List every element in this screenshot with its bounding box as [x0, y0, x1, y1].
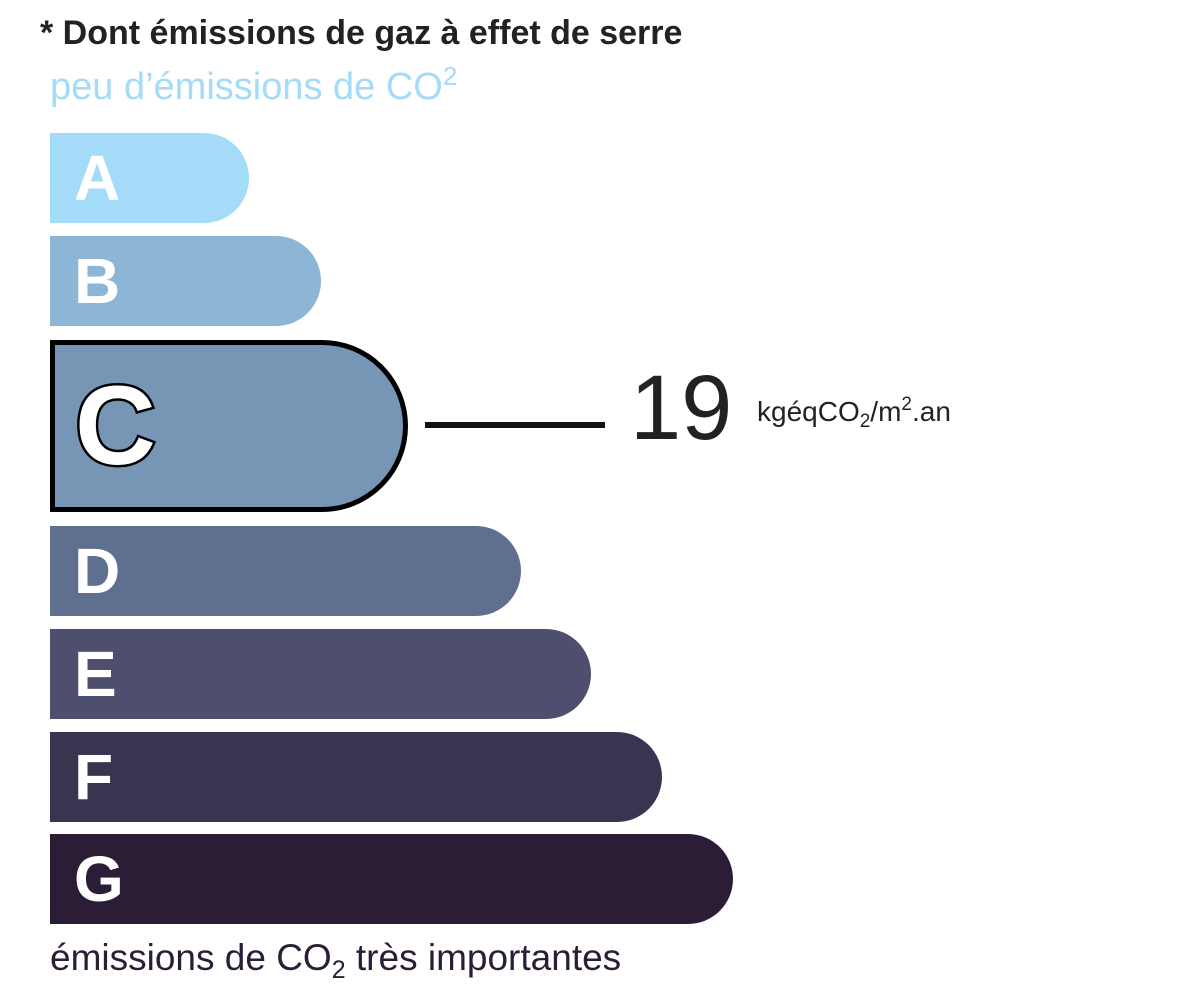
- low-emissions-label: peu d’émissions de CO2: [50, 63, 457, 109]
- footer-prefix: émissions de CO: [50, 937, 332, 978]
- value-connector-line: [425, 422, 605, 428]
- class-letter-g: G: [74, 843, 124, 915]
- class-bar-e: E: [50, 629, 591, 719]
- unit-prefix: kgéqCO: [757, 396, 860, 427]
- low-emissions-sup: 2: [442, 61, 458, 91]
- unit-sub: 2: [859, 411, 871, 432]
- class-bar-a: A: [50, 133, 249, 223]
- unit-suffix: .an: [911, 396, 951, 427]
- class-letter-e: E: [74, 638, 117, 710]
- class-letter-a: A: [74, 142, 121, 214]
- class-bar-d: D: [50, 526, 521, 616]
- low-emissions-text: peu d’émissions de CO: [50, 66, 443, 108]
- class-bar-f: F: [50, 732, 662, 822]
- class-letter-d: D: [74, 535, 121, 607]
- footer-sub: 2: [331, 956, 346, 984]
- class-letter-c: C: [73, 363, 159, 488]
- unit-mid: /m: [870, 396, 902, 427]
- unit-sup: 2: [901, 394, 912, 415]
- label-title: * Dont émissions de gaz à effet de serre: [40, 14, 683, 52]
- emission-value: 19: [630, 357, 733, 459]
- class-letter-b: B: [74, 245, 121, 317]
- footer-suffix: très importantes: [345, 937, 622, 978]
- emission-unit: kgéqCO2/m2.an: [757, 394, 951, 431]
- class-letter-f: F: [74, 741, 114, 813]
- class-bar-b: B: [50, 236, 321, 326]
- class-bar-c-active: C: [50, 340, 408, 512]
- high-emissions-label: émissions de CO2 très importantes: [50, 937, 622, 983]
- class-bar-g: G: [50, 834, 733, 924]
